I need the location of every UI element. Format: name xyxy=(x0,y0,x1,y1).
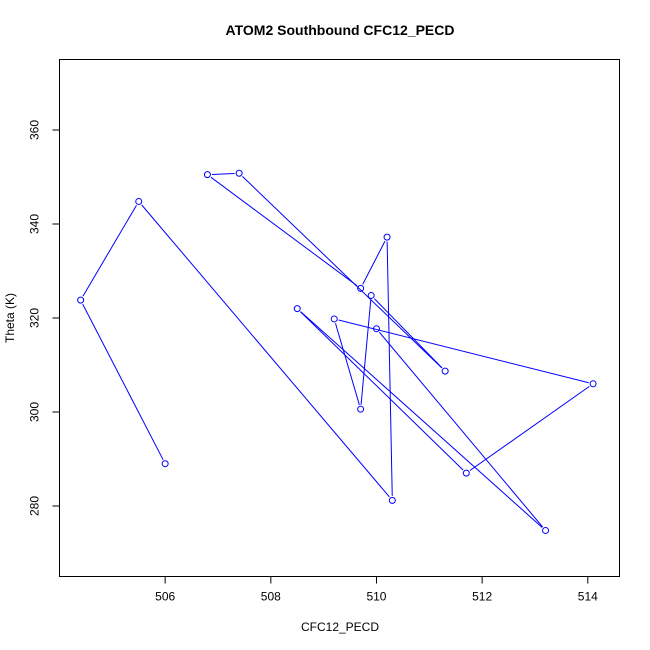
data-point xyxy=(235,169,243,177)
x-axis: 506 508 510 512 514 xyxy=(155,576,598,604)
data-point xyxy=(383,233,391,241)
data-point xyxy=(357,284,365,292)
series-segment xyxy=(242,175,443,369)
y-tick-label: 300 xyxy=(28,402,42,422)
data-point xyxy=(372,325,380,333)
series-segment xyxy=(360,299,372,405)
series-segment xyxy=(335,323,360,406)
data-point xyxy=(293,305,301,313)
series-segment xyxy=(373,298,443,369)
series-segment xyxy=(338,319,589,384)
series-segment xyxy=(82,303,164,460)
data-point xyxy=(367,291,375,299)
series-segment xyxy=(210,176,358,287)
y-axis-label: Theta (K) xyxy=(3,293,17,343)
series-segment xyxy=(362,240,386,285)
data-point xyxy=(441,367,449,375)
data-point xyxy=(589,380,597,388)
chart-title: ATOM2 Southbound CFC12_PECD xyxy=(226,22,455,38)
x-axis-label: CFC12_PECD xyxy=(301,620,379,634)
data-point xyxy=(542,526,550,534)
series-segment xyxy=(300,311,464,471)
y-axis: 280 300 320 340 360 xyxy=(28,120,60,516)
series-segment xyxy=(141,204,390,498)
x-tick-label: 510 xyxy=(366,590,386,604)
data-point xyxy=(135,197,143,205)
y-tick-label: 360 xyxy=(28,120,42,140)
data-point xyxy=(330,315,338,323)
x-tick-label: 508 xyxy=(261,590,281,604)
data-point xyxy=(203,171,211,179)
x-tick-label: 512 xyxy=(472,590,492,604)
data-point xyxy=(462,469,470,477)
series-segment xyxy=(469,385,590,471)
x-tick-label: 514 xyxy=(578,590,598,604)
data-point xyxy=(357,405,365,413)
y-tick-label: 320 xyxy=(28,308,42,328)
series-segment xyxy=(211,172,235,175)
data-point xyxy=(161,460,169,468)
data-point xyxy=(77,296,85,304)
y-tick-label: 280 xyxy=(28,496,42,516)
y-tick-label: 340 xyxy=(28,214,42,234)
series-segment xyxy=(386,241,393,496)
series-segment xyxy=(300,311,543,528)
x-tick-label: 506 xyxy=(155,590,175,604)
series-line xyxy=(77,169,597,534)
plot-frame xyxy=(59,59,620,577)
series-segment xyxy=(378,331,544,528)
data-point xyxy=(388,496,396,504)
series-segment xyxy=(82,205,137,297)
